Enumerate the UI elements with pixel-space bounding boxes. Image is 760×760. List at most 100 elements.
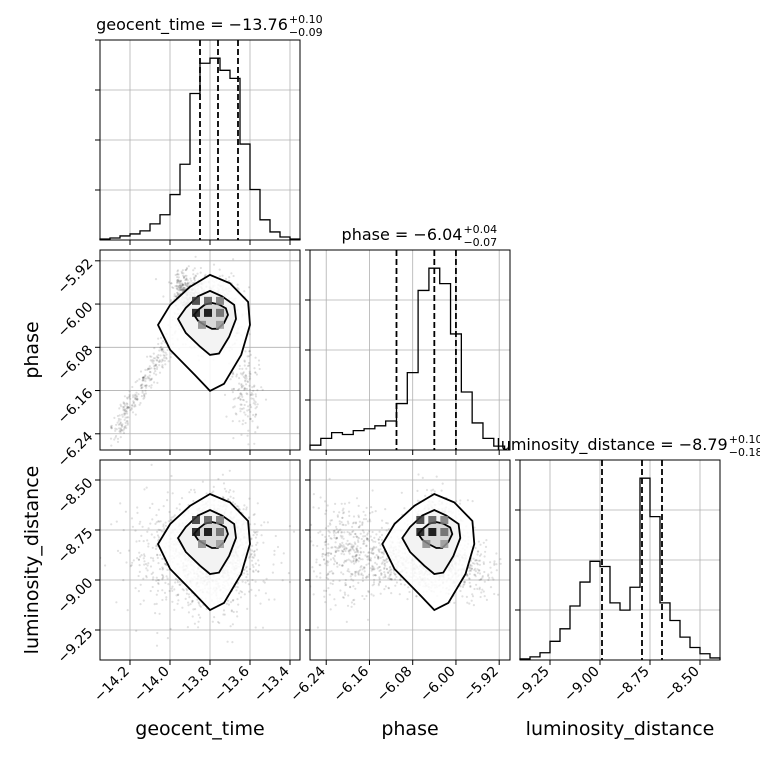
scatter-point [147,367,150,370]
scatter-point [218,268,221,271]
scatter-point [249,555,252,558]
scatter-point [179,286,182,289]
scatter-point [154,364,157,367]
scatter-point [170,516,173,519]
scatter-point [145,574,148,578]
scatter-point [267,598,271,601]
scatter-point [205,492,208,495]
scatter-point [160,349,163,352]
scatter-point [240,591,244,594]
scatter-point [131,525,134,528]
scatter-point [133,405,136,408]
scatter-point [161,364,164,367]
scatter-point [243,403,246,407]
scatter-point [181,283,184,286]
scatter-point [232,274,235,278]
scatter-point [222,613,225,616]
scatter-point [161,557,164,561]
scatter-point [185,267,189,271]
title-plus: +0.10 [289,13,323,26]
scatter-point [252,556,255,559]
scatter-point [171,585,174,588]
scatter-point [176,581,179,584]
scatter-point [109,437,113,440]
scatter-point [156,578,159,582]
scatter-point [180,285,183,288]
scatter-point [123,402,126,405]
scatter-point [237,507,241,510]
scatter-point [172,286,175,290]
scatter-point [197,613,200,617]
scatter-point [147,562,150,565]
scatter-point [136,379,139,382]
scatter-point [152,352,155,355]
scatter-point [416,489,419,492]
scatter-point [245,400,248,403]
scatter-point [120,424,124,427]
scatter-point [242,419,245,422]
scatter-point [138,564,141,567]
scatter-point [184,283,187,286]
scatter-point [244,374,247,377]
scatter-point [273,549,276,553]
scatter-point [119,428,122,431]
scatter-point [156,534,160,537]
scatter-point [155,579,158,582]
scatter-point [134,405,137,408]
scatter-point [144,562,148,566]
scatter-point [237,288,240,291]
scatter-point [134,394,138,397]
scatter-point [176,291,179,294]
scatter-point [213,616,216,619]
scatter-point [273,598,276,601]
scatter-point [173,608,176,612]
scatter-point [143,555,146,558]
scatter-point [243,387,246,390]
scatter-point [292,530,296,533]
scatter-point [140,395,143,398]
scatter-point [104,564,107,567]
scatter-point [246,409,249,412]
panel-frame [99,459,301,661]
scatter-point [193,276,196,279]
scatter-point [148,367,151,370]
scatter-point [241,580,244,583]
scatter-point [247,408,251,411]
scatter-point [149,589,152,593]
scatter-point [260,524,263,527]
scatter-point [245,387,249,391]
scatter-point [126,609,129,612]
scatter-point [126,396,129,399]
scatter-point [257,564,261,567]
scatter-point [189,603,192,606]
scatter-point [355,547,358,550]
scatter-point [143,394,146,398]
scatter-point [252,389,255,392]
scatter-point [157,581,160,585]
scatter-point [190,279,193,282]
scatter-point [152,357,155,360]
scatter-point [154,357,157,360]
scatter-point [122,431,126,434]
scatter-point [192,499,195,503]
scatter-point [118,407,121,410]
scatter-point [142,577,145,580]
scatter-point [254,594,257,597]
scatter-point [157,360,161,363]
scatter-point [251,386,254,389]
scatter-point [150,386,153,389]
scatter-point [157,562,160,565]
scatter-point [142,397,145,400]
scatter-point [148,374,151,377]
scatter-point [144,392,147,395]
scatter-point [194,608,197,611]
scatter-point [177,593,180,596]
scatter-point [178,288,181,291]
scatter-point [181,283,184,287]
scatter-point [157,528,160,531]
scatter-point [185,284,188,287]
scatter-point [155,521,158,524]
scatter-point [231,420,234,423]
scatter-point [144,375,147,378]
scatter-point [160,530,163,533]
